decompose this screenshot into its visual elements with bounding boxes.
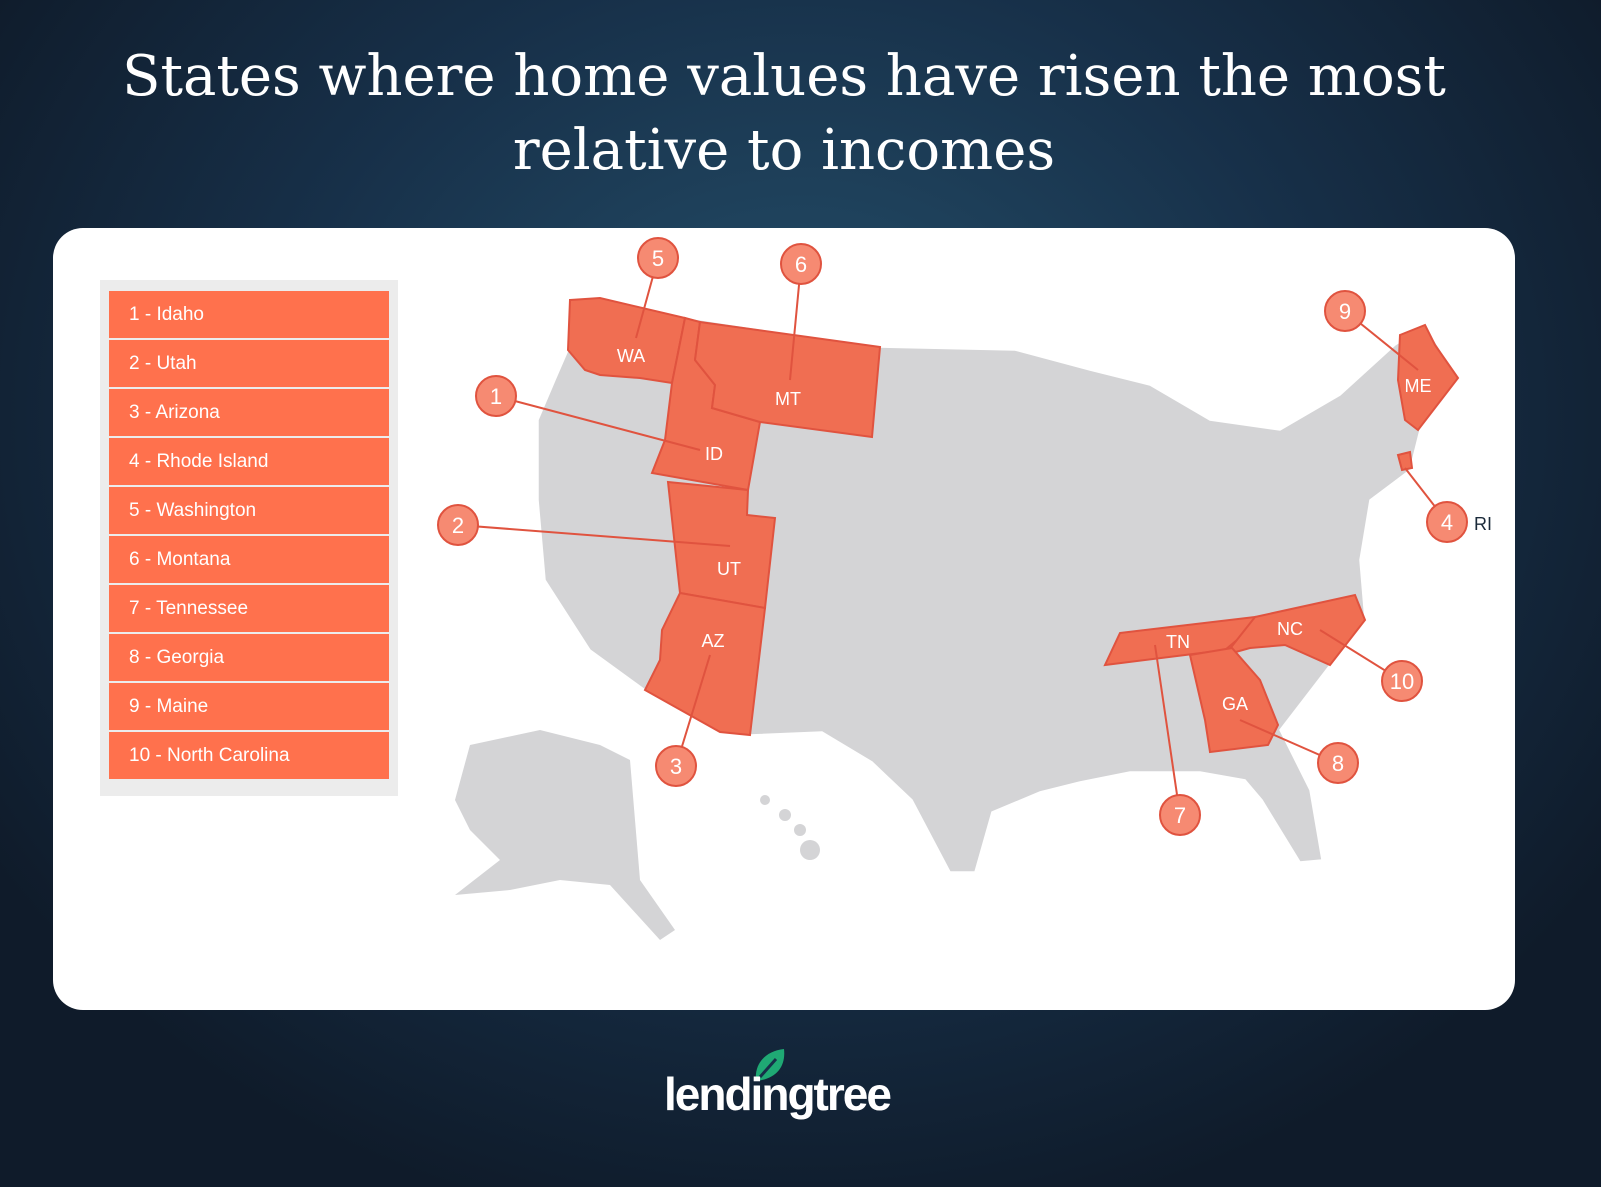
- rank-marker: [475, 375, 517, 417]
- leaf-icon: [755, 1049, 785, 1081]
- title-line-1: States where home values have risen the …: [122, 44, 1446, 109]
- state-label: MT: [775, 389, 801, 409]
- rank-number: 1: [490, 384, 502, 409]
- rank-number: 2: [452, 513, 464, 538]
- state-label: ID: [705, 444, 723, 464]
- state-ri: [1396, 450, 1414, 472]
- alaska: [455, 730, 675, 940]
- rank-marker: [655, 745, 697, 787]
- rank-marker: [1159, 794, 1201, 836]
- legend-item: 8 - Georgia: [109, 634, 389, 681]
- rank-number: 9: [1339, 299, 1351, 324]
- callout-line: [457, 524, 731, 547]
- rank-number: 6: [795, 252, 807, 277]
- state-label: UT: [717, 559, 741, 579]
- state-label: NC: [1277, 619, 1303, 639]
- rank-marker: [1317, 742, 1359, 784]
- state-az: [643, 591, 767, 737]
- rank-marker: [437, 504, 479, 546]
- legend-item: 6 - Montana: [109, 536, 389, 583]
- rank-number: 10: [1390, 669, 1414, 694]
- callout-line: [495, 395, 701, 451]
- state-me: [1396, 323, 1460, 432]
- state-label: AZ: [701, 631, 724, 651]
- legend-item: 5 - Washington: [109, 487, 389, 534]
- callout-line: [1154, 644, 1181, 816]
- legend-item: 7 - Tennessee: [109, 585, 389, 632]
- rank-markers: 1 2 3 4 5 6 7 8 9 10: [437, 237, 1468, 836]
- hawaii: [760, 795, 820, 860]
- state-label: WA: [617, 346, 645, 366]
- state-labels: ID UT AZ RI WA MT TN GA ME NC: [617, 346, 1492, 714]
- rank-marker: [780, 243, 822, 285]
- state-label: GA: [1222, 694, 1248, 714]
- rank-number: 7: [1174, 803, 1186, 828]
- logo-text: lendingtree: [664, 1068, 892, 1120]
- rank-marker: [1381, 660, 1423, 702]
- legend-item: 2 - Utah: [109, 340, 389, 387]
- rank-number: 4: [1441, 510, 1453, 535]
- state-mt: [693, 320, 882, 439]
- state-label: ME: [1405, 376, 1432, 396]
- legend-item: 9 - Maine: [109, 683, 389, 730]
- legend-item: 4 - Rhode Island: [109, 438, 389, 485]
- lendingtree-logo: lendingtree: [664, 1045, 904, 1125]
- state-label: RI: [1474, 514, 1492, 534]
- legend-item: 1 - Idaho: [109, 291, 389, 338]
- rank-number: 8: [1332, 751, 1344, 776]
- title-line-2: relative to incomes: [512, 118, 1056, 183]
- rank-marker: [637, 237, 679, 279]
- rank-number: 5: [652, 246, 664, 271]
- state-wa: [566, 296, 687, 385]
- legend-item: 3 - Arizona: [109, 389, 389, 436]
- rank-marker: [1426, 501, 1468, 543]
- legend: 1 - Idaho 2 - Utah 3 - Arizona 4 - Rhode Is…: [100, 280, 398, 796]
- state-label: TN: [1166, 632, 1190, 652]
- legend-item: 10 - North Carolina: [109, 732, 389, 779]
- rank-number: 3: [670, 754, 682, 779]
- rank-marker: [1324, 290, 1366, 332]
- page-title: States where home values have risen the …: [0, 40, 1568, 188]
